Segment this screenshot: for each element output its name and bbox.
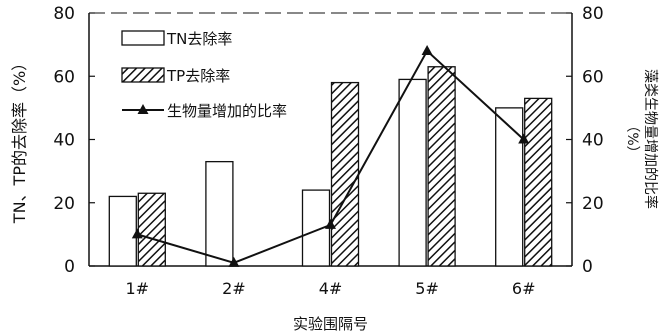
y2-tick-label: 80 xyxy=(582,4,604,24)
y2-tick-label: 0 xyxy=(582,257,593,277)
axis-labels: 实验围隔号 TN、TP的去除率（%） 藻类生物量增加的比率（%） xyxy=(10,55,659,333)
bar xyxy=(137,192,166,267)
legend-swatch xyxy=(121,30,165,46)
y-tick-label: 20 xyxy=(53,194,75,214)
bar xyxy=(205,160,234,267)
y-tick-label: 0 xyxy=(64,257,75,277)
legend-label: TP去除率 xyxy=(166,67,230,85)
line-point xyxy=(518,133,530,144)
x-tick-label: 6# xyxy=(512,279,536,298)
bar xyxy=(108,195,137,267)
line-point xyxy=(228,256,240,267)
bar xyxy=(524,97,553,267)
legend-swatch xyxy=(121,67,165,83)
bar xyxy=(495,107,524,267)
x-tick-label: 4# xyxy=(319,279,343,298)
x-tick-label: 1# xyxy=(126,279,150,298)
bars xyxy=(108,66,553,267)
y2-axis-label: 藻类生物量增加的比率 xyxy=(642,69,659,209)
y-tick-label: 40 xyxy=(53,131,75,151)
x-tick-label: 2# xyxy=(222,279,246,298)
line-point xyxy=(421,44,433,55)
y2-axis-label-unit: （%） xyxy=(624,118,640,159)
y-tick-label: 60 xyxy=(53,67,75,87)
y-axis-label: TN、TP的去除率（%） xyxy=(10,55,29,224)
x-axis-label: 实验围隔号 xyxy=(293,315,368,333)
line-series xyxy=(131,44,530,267)
legend-label: TN去除率 xyxy=(166,30,232,48)
y2-tick-label: 60 xyxy=(582,67,604,87)
bar xyxy=(301,189,331,267)
bar xyxy=(398,78,427,267)
y2-tick-label: 40 xyxy=(582,131,604,151)
y-tick-label: 80 xyxy=(53,4,75,24)
x-tick-label: 5# xyxy=(415,279,439,298)
legend-marker xyxy=(137,104,149,114)
legend-label: 生物量增加的比率 xyxy=(167,102,287,120)
bar xyxy=(330,81,360,267)
y2-tick-label: 20 xyxy=(582,194,604,214)
line-point xyxy=(131,228,143,239)
axes: 0 20 40 60 80 0 20 40 60 80 1# 2# 4# 5# 6# xyxy=(53,4,603,298)
bar xyxy=(427,66,456,267)
line-point xyxy=(325,218,336,229)
